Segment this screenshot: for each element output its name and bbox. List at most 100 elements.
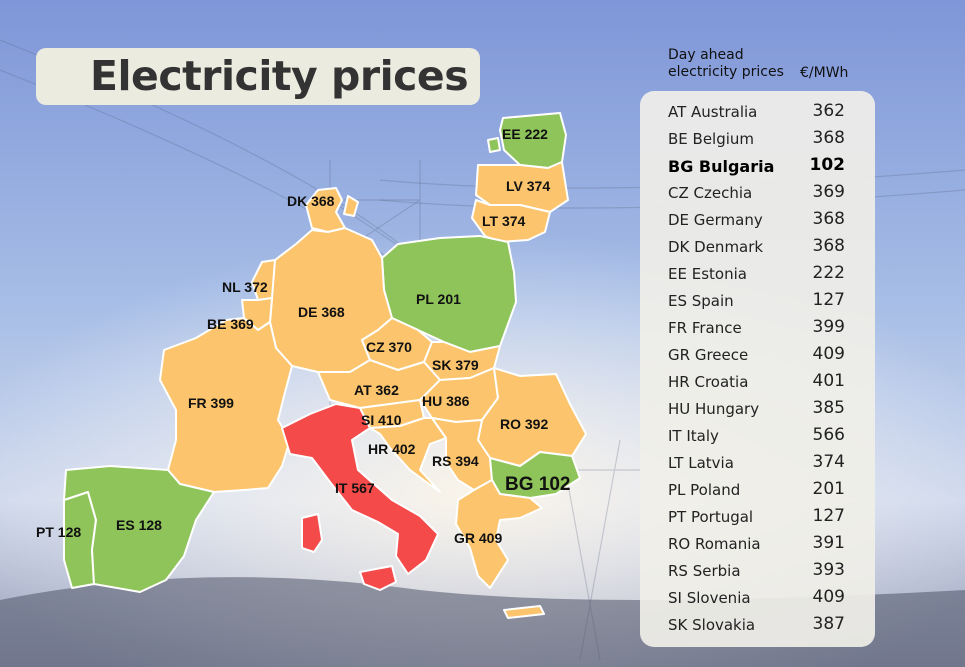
map-label-lv: LV 374 <box>506 178 550 194</box>
price-value: 399 <box>812 317 845 337</box>
map-label-pl: PL 201 <box>416 291 461 307</box>
table-row: AT Australia 362 <box>640 99 875 126</box>
country-name: IT Italy <box>668 427 719 445</box>
country-lv <box>475 161 569 213</box>
map-label-hr: HR 402 <box>368 441 416 457</box>
map-label-gr: GR 409 <box>454 530 502 546</box>
country-name: CZ Czechia <box>668 184 753 202</box>
table-row: HR Croatia 401 <box>640 369 875 396</box>
table-row: IT Italy 566 <box>640 423 875 450</box>
table-header-unit: €/MWh <box>800 65 849 81</box>
map-label-es: ES 128 <box>116 517 162 533</box>
price-value: 362 <box>812 101 845 121</box>
price-value: 201 <box>812 479 845 499</box>
price-value: 369 <box>812 182 845 202</box>
country-name: RS Serbia <box>668 562 741 580</box>
country-name: ES Spain <box>668 292 734 310</box>
table-row: FR France 399 <box>640 315 875 342</box>
map-label-nl: NL 372 <box>222 279 268 295</box>
map-label-be: BE 369 <box>207 316 254 332</box>
map-label-pt: PT 128 <box>36 524 81 540</box>
price-value: 127 <box>812 506 845 526</box>
table-row: SK Slovakia 387 <box>640 612 875 639</box>
map-label-rs: RS 394 <box>432 453 479 469</box>
country-name: PT Portugal <box>668 508 754 526</box>
table-header-line-2: electricity prices <box>668 64 784 80</box>
map-label-hu: HU 386 <box>422 393 470 409</box>
map-label-fr: FR 399 <box>188 395 234 411</box>
country-dk <box>305 187 346 233</box>
price-value: 385 <box>812 398 845 418</box>
country-es <box>63 465 215 593</box>
country-name: AT Australia <box>668 103 758 121</box>
map-label-ro: RO 392 <box>500 416 548 432</box>
table-row: SI Slovenia 409 <box>640 585 875 612</box>
map-label-ee: EE 222 <box>502 126 548 142</box>
price-value: 566 <box>812 425 845 445</box>
country-name: PL Poland <box>668 481 741 499</box>
table-row: BG Bulgaria 102 <box>640 153 875 180</box>
table-row: CZ Czechia 369 <box>640 180 875 207</box>
table-row: RS Serbia 393 <box>640 558 875 585</box>
country-hr <box>369 417 447 493</box>
country-name: BG Bulgaria <box>668 157 775 176</box>
country-lt <box>471 199 551 243</box>
country-name: SK Slovakia <box>668 616 756 634</box>
country-name: BE Belgium <box>668 130 755 148</box>
country-it-sicily <box>359 565 397 591</box>
price-value: 409 <box>812 344 845 364</box>
table-header-left: Day ahead electricity prices <box>668 47 784 81</box>
table-row: EE Estonia 222 <box>640 261 875 288</box>
table-row: PL Poland 201 <box>640 477 875 504</box>
table-row: PT Portugal 127 <box>640 504 875 531</box>
map-label-si: SI 410 <box>361 412 402 428</box>
map-label-cz: CZ 370 <box>366 339 412 355</box>
page-title: Electricity prices <box>90 52 469 100</box>
country-gr-crete <box>503 605 545 619</box>
country-name: SI Slovenia <box>668 589 751 607</box>
map-label-de: DE 368 <box>298 304 345 320</box>
price-value: 409 <box>812 587 845 607</box>
price-value: 368 <box>812 236 845 256</box>
price-value: 387 <box>812 614 845 634</box>
table-row: DE Germany 368 <box>640 207 875 234</box>
table-row: HU Hungary 385 <box>640 396 875 423</box>
map-label-bg: BG 102 <box>505 474 570 495</box>
country-it <box>281 403 439 575</box>
country-dk-zealand <box>343 195 359 217</box>
country-name: HU Hungary <box>668 400 760 418</box>
map-label-at: AT 362 <box>354 382 399 398</box>
europe-map <box>63 112 587 619</box>
country-name: RO Romania <box>668 535 761 553</box>
map-label-dk: DK 368 <box>287 193 335 209</box>
price-value: 102 <box>809 155 846 175</box>
country-name: GR Greece <box>668 346 749 364</box>
country-name: DE Germany <box>668 211 763 229</box>
country-name: FR France <box>668 319 742 337</box>
price-value: 374 <box>812 452 845 472</box>
price-value: 368 <box>812 128 845 148</box>
table-row: RO Romania 391 <box>640 531 875 558</box>
price-value: 393 <box>812 560 845 580</box>
map-label-sk: SK 379 <box>432 357 479 373</box>
country-name: EE Estonia <box>668 265 747 283</box>
table-row: ES Spain 127 <box>640 288 875 315</box>
map-label-it: IT 567 <box>335 480 375 496</box>
price-value: 222 <box>812 263 845 283</box>
table-header-line-1: Day ahead <box>668 47 744 63</box>
price-value: 127 <box>812 290 845 310</box>
table-row: GR Greece 409 <box>640 342 875 369</box>
country-it-sardinia <box>301 513 323 553</box>
table-row: DK Denmark 368 <box>640 234 875 261</box>
table-row: LT Latvia 374 <box>640 450 875 477</box>
price-table: AT Australia 362 BE Belgium 368 BG Bulgaria 1… <box>640 91 875 647</box>
price-value: 401 <box>812 371 845 391</box>
country-name: LT Latvia <box>668 454 734 472</box>
country-name: HR Croatia <box>668 373 749 391</box>
country-gr <box>455 479 543 589</box>
map-labels: EE 222 LV 374 LT 374 DK 368 PL 201 NL 37… <box>36 126 570 546</box>
table-row: BE Belgium 368 <box>640 126 875 153</box>
price-value: 391 <box>812 533 845 553</box>
title-banner: Electricity prices <box>36 48 480 105</box>
country-ee-island <box>487 137 501 153</box>
